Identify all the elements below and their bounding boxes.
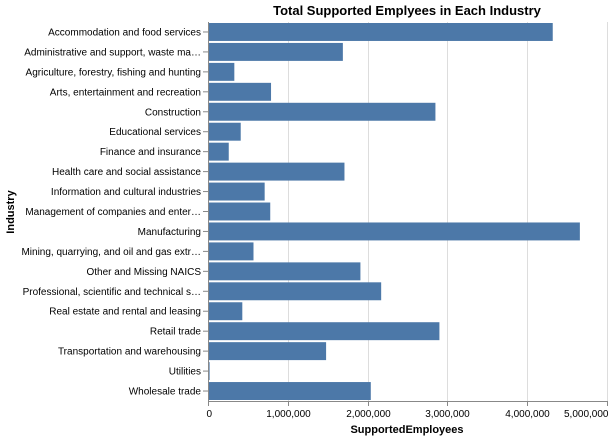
bar	[208, 302, 243, 321]
bar	[208, 122, 241, 141]
y-tick-label: Real estate and rental and leasing	[49, 307, 201, 318]
bar	[208, 62, 235, 81]
y-tick-label: Manufacturing	[138, 227, 201, 238]
y-tick-label: Retail trade	[150, 327, 202, 338]
x-axis: 0 1,000,000 2,000,000 3,000,000 4,000,000 5,0…	[207, 401, 609, 420]
bar	[208, 382, 371, 400]
y-tick-label: Mining, quarrying, and oil and gas extr…	[21, 247, 201, 258]
bar	[208, 142, 229, 161]
bar	[208, 342, 327, 361]
x-tick-label: 3,000,000	[425, 409, 470, 420]
y-tick-label: Management of companies and enter…	[25, 207, 201, 218]
y-tick-label: Finance and insurance	[100, 147, 202, 158]
y-tick-label: Educational services	[109, 127, 201, 138]
y-tick-label: Arts, entertainment and recreation	[50, 87, 201, 98]
y-tick-label: Administrative and support, waste ma…	[24, 47, 201, 58]
y-tick-label: Construction	[145, 107, 201, 118]
y-tick-label: Other and Missing NAICS	[87, 267, 202, 278]
y-tick-label: Utilities	[169, 367, 201, 378]
bar	[208, 242, 254, 261]
bar	[208, 102, 436, 121]
bar	[208, 82, 272, 101]
bars	[208, 23, 580, 400]
bar	[208, 262, 361, 281]
y-tick-label: Accommodation and food services	[48, 27, 201, 38]
x-tick-label: 2,000,000	[346, 409, 391, 420]
bar	[208, 162, 345, 181]
y-tick-label: Wholesale trade	[129, 387, 202, 398]
y-tick-label: Professional, scientific and technical s…	[23, 287, 201, 298]
y-tick-label: Health care and social assistance	[52, 167, 201, 178]
chart-title: Total Supported Emplyees in Each Industr…	[273, 3, 542, 18]
x-tick-label: 5,000,000	[564, 409, 609, 420]
bar	[208, 202, 271, 221]
bar	[208, 282, 382, 301]
y-axis: Accommodation and food services Administr…	[21, 22, 209, 401]
y-axis-title: Industry	[5, 189, 17, 233]
x-tick-label: 1,000,000	[266, 409, 311, 420]
bar	[208, 42, 343, 61]
x-axis-title: SupportedEmployees	[350, 424, 463, 436]
bar	[208, 322, 440, 341]
bar	[208, 182, 265, 201]
y-tick-label: Information and cultural industries	[51, 187, 201, 198]
y-tick-label: Agriculture, forestry, fishing and hunti…	[26, 67, 201, 78]
x-tick-label: 4,000,000	[505, 409, 550, 420]
bar	[208, 23, 553, 41]
x-tick-label: 0	[207, 409, 213, 420]
y-tick-label: Transportation and warehousing	[58, 347, 201, 358]
bar	[208, 222, 580, 241]
